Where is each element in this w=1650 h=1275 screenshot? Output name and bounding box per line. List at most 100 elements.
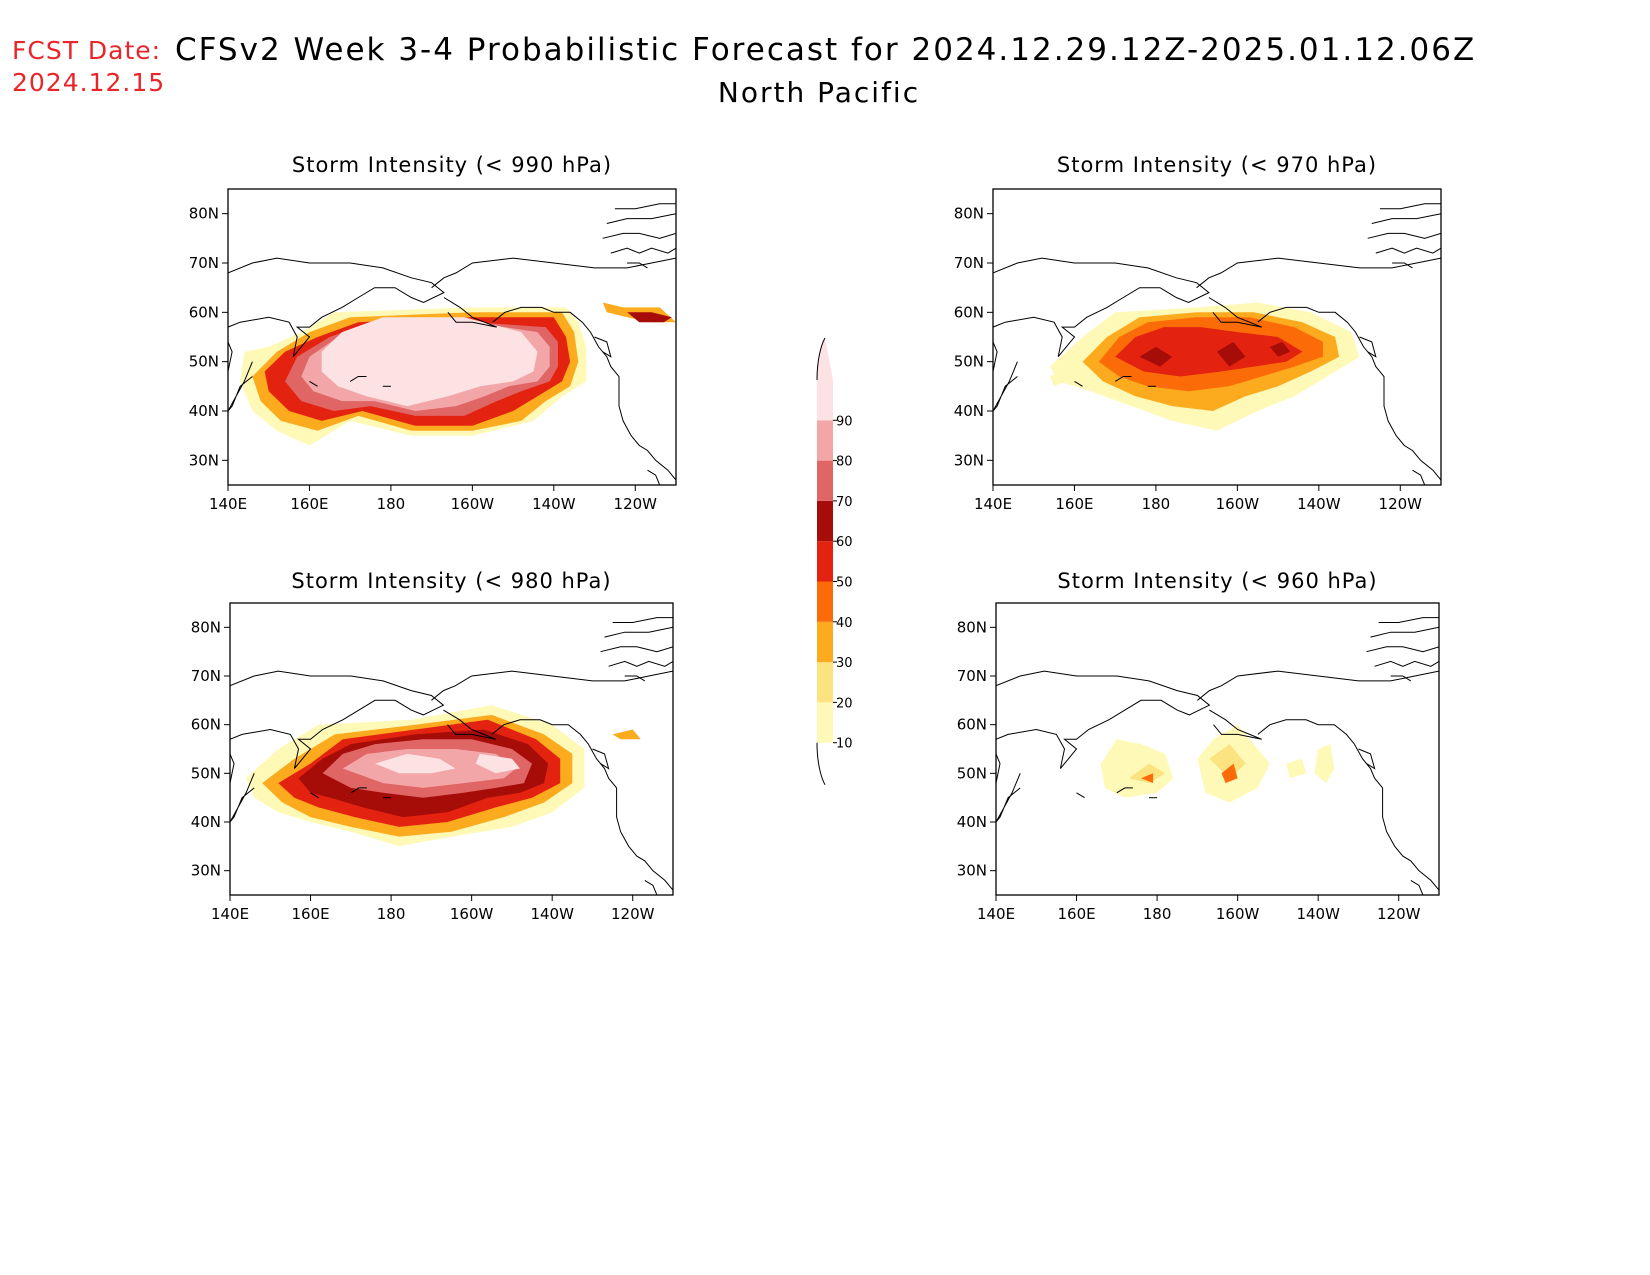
coast-line [1196, 257, 1441, 289]
prob-region-10 [1050, 371, 1067, 387]
region-subtitle: North Pacific [717, 76, 921, 109]
coast-line [431, 670, 673, 701]
colorbar-swatch [817, 541, 833, 582]
colorbar-swatch [817, 581, 833, 622]
lon-tick-label: 180 [1143, 905, 1172, 923]
lat-tick-label: 50N [189, 353, 219, 371]
colorbar-label: 30 [836, 656, 853, 671]
probability-fill [1050, 302, 1360, 431]
lat-tick-label: 70N [191, 667, 221, 685]
prob-region-60 [1269, 341, 1291, 357]
prob-region-10 [1100, 739, 1174, 798]
coast-line [647, 469, 661, 485]
coast-line [627, 262, 648, 269]
forecast-date-label: FCST Date: [12, 36, 162, 65]
coast-line [443, 709, 496, 740]
plot-frame [995, 602, 1440, 896]
coast-line [1116, 787, 1133, 794]
coast-line [996, 753, 1001, 784]
prob-region-60 [627, 312, 672, 323]
plot-frame [992, 188, 1442, 486]
page-title: CFSv2 Week 3-4 Probabilistic Forecast fo… [175, 32, 1477, 68]
probability-fill [240, 302, 676, 446]
prob-region-30 [612, 729, 641, 740]
coast-line [491, 719, 673, 891]
coast-line [350, 787, 367, 794]
panel-p980: Storm Intensity (< 980 hPa) 140E 160E 180 16… [191, 569, 674, 923]
coast-line [604, 626, 673, 638]
coast-line [310, 792, 319, 799]
colorbar-label: 20 [836, 696, 853, 711]
coast-line [993, 257, 1210, 358]
panel-title: Storm Intensity (< 980 hPa) [291, 569, 611, 593]
coast-line [993, 361, 1018, 412]
lon-tick-label: 160E [1057, 905, 1095, 923]
coast-line [996, 773, 1021, 823]
lat-tick-label: 80N [957, 618, 987, 636]
lon-tick-label: 120W [614, 495, 658, 513]
lat-tick-label: 60N [191, 716, 221, 734]
colorbar-top-cap [817, 338, 833, 380]
colorbar-label: 40 [836, 616, 853, 631]
lat-tick-label: 30N [957, 862, 987, 880]
prob-region-40 [1141, 773, 1154, 784]
coast-line [610, 247, 676, 254]
lat-tick-label: 40N [957, 813, 987, 831]
lat-tick-label: 30N [189, 451, 219, 469]
coast-line [644, 879, 658, 895]
coast-line [996, 670, 1211, 769]
prob-region-20 [1128, 763, 1166, 784]
lon-tick-label: 140W [532, 495, 576, 513]
lat-tick-label: 70N [957, 667, 987, 685]
lat-tick-label: 60N [957, 716, 987, 734]
coast-line [993, 341, 998, 372]
colorbar-swatch [817, 380, 833, 421]
lon-tick-label: 140W [1297, 495, 1341, 513]
lat-tick-label: 40N [954, 402, 984, 420]
lon-tick-label: 140E [974, 495, 1012, 513]
panel-title: Storm Intensity (< 970 hPa) [1057, 153, 1377, 177]
prob-region-90 [375, 753, 456, 774]
coast-line [1197, 670, 1439, 701]
prob-region-20 [1209, 744, 1246, 779]
prob-region-10 [1286, 758, 1307, 779]
lat-tick-label: 50N [957, 764, 987, 782]
coast-line [228, 341, 233, 372]
colorbar-swatch [817, 662, 833, 703]
coast-line [624, 675, 646, 682]
prob-region-40 [1221, 763, 1238, 784]
lon-tick-label: 180 [377, 495, 406, 513]
prob-region-90 [475, 753, 520, 774]
lon-tick-label: 140W [1296, 905, 1340, 923]
lat-tick-label: 60N [189, 303, 219, 321]
coast-line [1257, 306, 1441, 481]
prob-region-10 [1314, 744, 1335, 784]
lat-tick-label: 80N [191, 618, 221, 636]
coast-line [1076, 792, 1085, 799]
lon-tick-label: 180 [1142, 495, 1171, 513]
coast-line [602, 232, 676, 239]
coast-line [1359, 336, 1377, 358]
plot-frame [227, 188, 677, 486]
colorbar-top-outline [816, 337, 826, 381]
colorbar-swatch [817, 702, 833, 743]
coast-line [1410, 879, 1424, 895]
lat-tick-label: 70N [189, 254, 219, 272]
lon-tick-label: 160W [1216, 905, 1260, 923]
panel-p960: Storm Intensity (< 960 hPa) 140E 160E 180 16… [957, 569, 1440, 923]
colorbar-swatch [817, 621, 833, 663]
coast-line [228, 361, 253, 412]
lat-tick-label: 70N [954, 254, 984, 272]
coast-line [600, 646, 673, 653]
coast-line [608, 660, 673, 667]
lon-tick-label: 120W [1377, 905, 1421, 923]
colorbar-label: 80 [836, 455, 853, 470]
coastline [230, 617, 673, 895]
coast-line [1114, 376, 1132, 382]
lat-tick-label: 60N [954, 303, 984, 321]
coast-line [228, 257, 445, 358]
coast-line [492, 306, 676, 481]
subtitle-wrap: North Pacific [0, 76, 1650, 109]
coast-line [606, 213, 676, 224]
coast-line [309, 380, 318, 387]
